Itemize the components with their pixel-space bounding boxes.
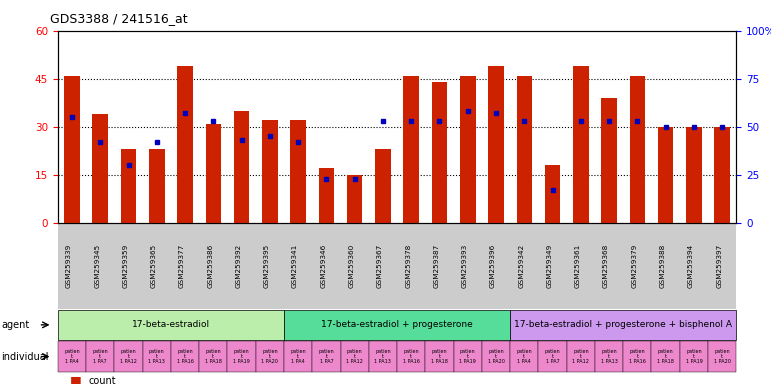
Text: patien
t
1 PA12: patien t 1 PA12 xyxy=(346,349,363,364)
Text: GSM259368: GSM259368 xyxy=(603,244,609,288)
Bar xyxy=(347,175,362,223)
Bar xyxy=(658,127,673,223)
Text: patien
t
1 PA16: patien t 1 PA16 xyxy=(402,349,419,364)
Text: GSM259345: GSM259345 xyxy=(94,244,100,288)
Text: patien
t
1 PA12: patien t 1 PA12 xyxy=(572,349,589,364)
Bar xyxy=(517,76,532,223)
Text: patien
t
1 PA12: patien t 1 PA12 xyxy=(120,349,137,364)
Text: GSM259339: GSM259339 xyxy=(66,244,72,288)
Text: 17-beta-estradiol + progesterone + bisphenol A: 17-beta-estradiol + progesterone + bisph… xyxy=(514,320,732,329)
Bar xyxy=(545,165,561,223)
Text: patien
t
1 PA13: patien t 1 PA13 xyxy=(148,349,165,364)
Bar xyxy=(318,168,334,223)
Text: GSM259379: GSM259379 xyxy=(631,244,638,288)
Text: GSM259346: GSM259346 xyxy=(321,244,326,288)
Bar xyxy=(432,82,447,223)
Text: GSM259386: GSM259386 xyxy=(207,244,214,288)
Text: GSM259378: GSM259378 xyxy=(406,244,411,288)
Text: patien
t
1 PA4: patien t 1 PA4 xyxy=(517,349,532,364)
Text: GSM259397: GSM259397 xyxy=(716,244,722,288)
Text: patien
t
1 PA4: patien t 1 PA4 xyxy=(291,349,306,364)
Text: GSM259349: GSM259349 xyxy=(547,244,553,288)
Bar xyxy=(291,120,306,223)
Text: GSM259359: GSM259359 xyxy=(123,244,129,288)
Text: GSM259367: GSM259367 xyxy=(377,244,383,288)
Text: GSM259395: GSM259395 xyxy=(264,244,270,288)
Bar xyxy=(601,98,617,223)
Text: patien
t
1 PA16: patien t 1 PA16 xyxy=(177,349,194,364)
Bar xyxy=(488,66,503,223)
Bar xyxy=(149,149,164,223)
Text: patien
t
1 PA7: patien t 1 PA7 xyxy=(318,349,334,364)
Bar xyxy=(64,76,79,223)
Text: patien
t
1 PA20: patien t 1 PA20 xyxy=(261,349,278,364)
Text: patien
t
1 PA18: patien t 1 PA18 xyxy=(205,349,222,364)
Text: patien
t
1 PA19: patien t 1 PA19 xyxy=(685,349,702,364)
Text: 17-beta-estradiol + progesterone: 17-beta-estradiol + progesterone xyxy=(322,320,473,329)
Text: GSM259360: GSM259360 xyxy=(348,244,355,288)
Text: patien
t
1 PA18: patien t 1 PA18 xyxy=(431,349,448,364)
Text: GSM259341: GSM259341 xyxy=(292,244,298,288)
Bar xyxy=(206,124,221,223)
Text: patien
t
1 PA19: patien t 1 PA19 xyxy=(460,349,476,364)
Text: GSM259394: GSM259394 xyxy=(688,244,694,288)
Text: GSM259388: GSM259388 xyxy=(660,244,665,288)
Bar xyxy=(177,66,193,223)
Text: GDS3388 / 241516_at: GDS3388 / 241516_at xyxy=(50,12,188,25)
Text: patien
t
1 PA13: patien t 1 PA13 xyxy=(375,349,392,364)
Bar xyxy=(234,111,249,223)
Text: GSM259396: GSM259396 xyxy=(490,244,496,288)
Bar xyxy=(262,120,278,223)
Bar xyxy=(403,76,419,223)
Bar xyxy=(686,127,702,223)
Text: patien
t
1 PA20: patien t 1 PA20 xyxy=(714,349,731,364)
Bar xyxy=(121,149,136,223)
Text: patien
t
1 PA13: patien t 1 PA13 xyxy=(601,349,618,364)
Text: agent: agent xyxy=(2,320,30,330)
Text: patien
t
1 PA7: patien t 1 PA7 xyxy=(93,349,108,364)
Bar xyxy=(630,76,645,223)
Bar xyxy=(375,149,391,223)
Text: patien
t
1 PA16: patien t 1 PA16 xyxy=(629,349,646,364)
Text: patien
t
1 PA7: patien t 1 PA7 xyxy=(545,349,561,364)
Text: GSM259392: GSM259392 xyxy=(236,244,241,288)
Text: GSM259361: GSM259361 xyxy=(575,244,581,288)
Text: patien
t
1 PA4: patien t 1 PA4 xyxy=(64,349,79,364)
Bar xyxy=(715,127,730,223)
Text: patien
t
1 PA19: patien t 1 PA19 xyxy=(233,349,250,364)
Text: GSM259387: GSM259387 xyxy=(433,244,439,288)
Text: GSM259393: GSM259393 xyxy=(462,244,468,288)
Bar xyxy=(460,76,476,223)
Text: count: count xyxy=(89,376,116,384)
Text: GSM259342: GSM259342 xyxy=(518,244,524,288)
Text: GSM259377: GSM259377 xyxy=(179,244,185,288)
Text: patien
t
1 PA20: patien t 1 PA20 xyxy=(487,349,504,364)
Text: ■: ■ xyxy=(69,374,81,384)
Bar xyxy=(93,114,108,223)
Text: GSM259365: GSM259365 xyxy=(151,244,157,288)
Bar xyxy=(573,66,588,223)
Text: 17-beta-estradiol: 17-beta-estradiol xyxy=(132,320,210,329)
Text: individual: individual xyxy=(2,351,49,362)
Text: patien
t
1 PA18: patien t 1 PA18 xyxy=(657,349,674,364)
